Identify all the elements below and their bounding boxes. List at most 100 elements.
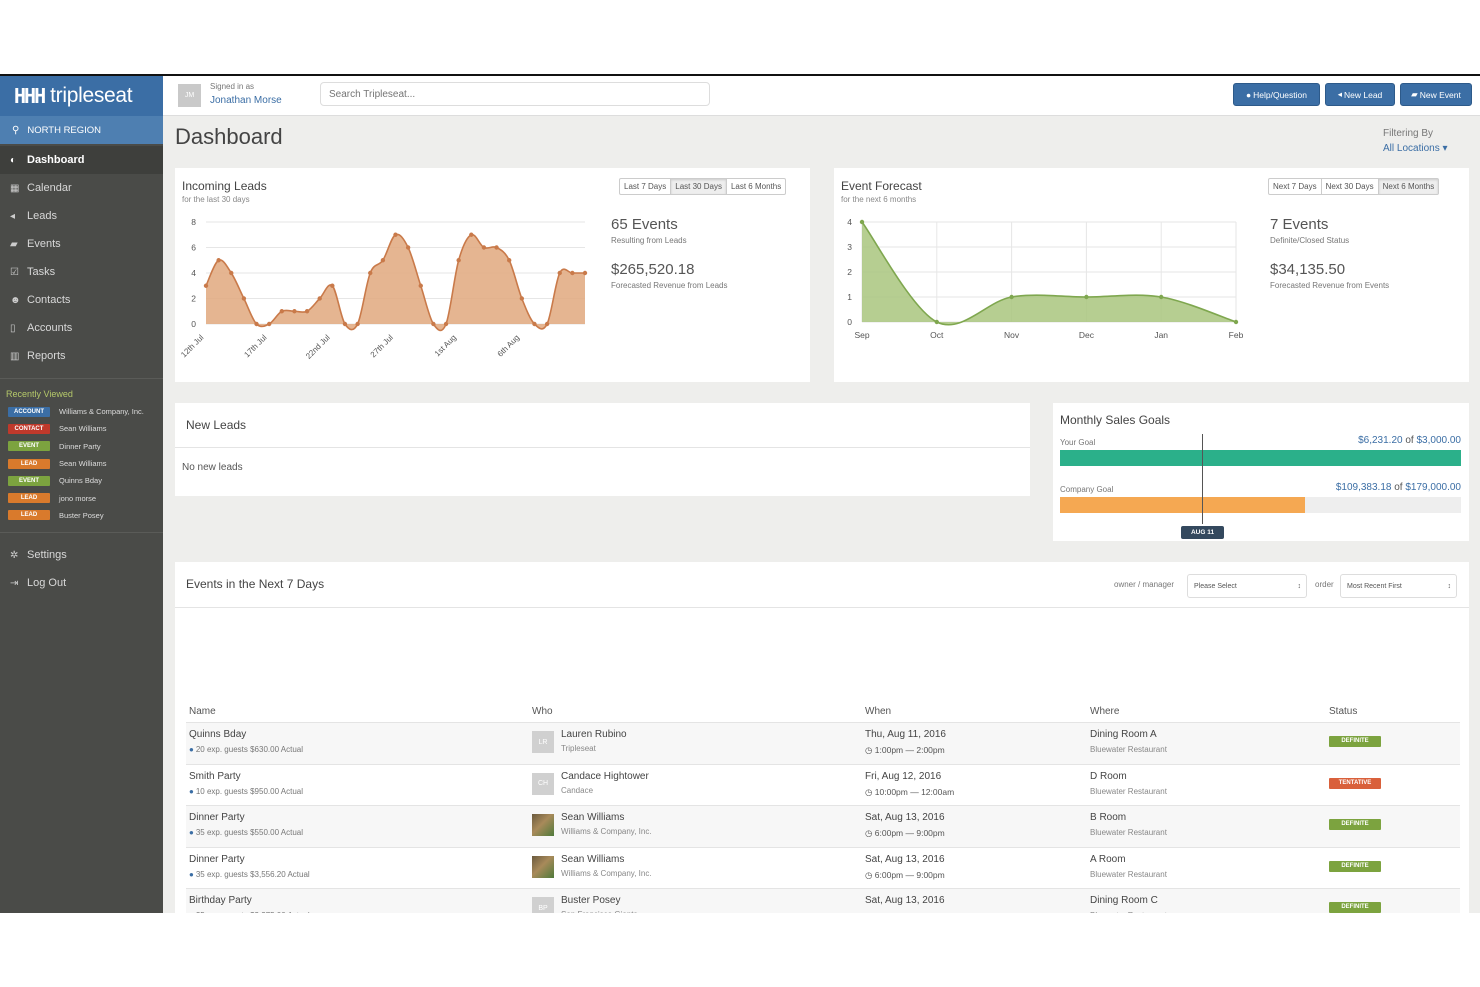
user-name-link[interactable]: Jonathan Morse	[210, 95, 282, 106]
data-point[interactable]	[1159, 294, 1164, 300]
range-option[interactable]: Next 6 Months	[1378, 179, 1439, 194]
contact-name-link[interactable]: Buster Posey	[561, 895, 621, 906]
event-name-link[interactable]: Birthday Party	[189, 895, 252, 906]
data-point[interactable]	[418, 283, 423, 288]
data-point[interactable]	[532, 321, 537, 327]
recent-item[interactable]: LEAD jono morse	[0, 489, 163, 506]
event-name-link[interactable]: Dinner Party	[189, 812, 245, 823]
range-option[interactable]: Last 6 Months	[730, 182, 782, 191]
event-name-link[interactable]: Dinner Party	[189, 853, 245, 865]
sidebar-item-dashboard[interactable]: ◐ Dashboard	[0, 146, 163, 174]
region-selector[interactable]: ⚲ NORTH REGION	[0, 116, 163, 144]
table-row[interactable]: Quinns Bday ● 20 exp. guests $630.00 Actua…	[186, 722, 1460, 764]
sidebar-item-contacts[interactable]: ☻ Contacts	[0, 286, 163, 314]
sidebar-item-calendar[interactable]: ▦ Calendar	[0, 174, 163, 202]
data-point[interactable]	[216, 258, 221, 263]
recent-item[interactable]: LEAD Buster Posey	[0, 507, 163, 524]
event-name-link[interactable]: Quinns Bday	[189, 729, 247, 740]
brand-logo[interactable]: HHH tripleseat	[0, 76, 163, 116]
data-point[interactable]	[229, 270, 234, 276]
x-tick-label: Nov	[1004, 330, 1020, 340]
data-point[interactable]	[1009, 294, 1014, 300]
owner-manager-select[interactable]: Please Select ↕	[1187, 574, 1307, 598]
data-point[interactable]	[1233, 319, 1239, 325]
range-option[interactable]: Next 7 Days	[1269, 179, 1322, 194]
data-point[interactable]	[317, 296, 322, 301]
table-row[interactable]: Dinner Party ● 35 exp. guests $550.00 Actu…	[186, 805, 1460, 847]
data-point[interactable]	[519, 296, 525, 301]
recent-item[interactable]: CONTACT Sean Williams	[0, 420, 163, 437]
sidebar-item-log-out[interactable]: ⇥ Log Out	[0, 569, 163, 597]
data-point[interactable]	[203, 283, 209, 288]
recent-item[interactable]: EVENT Dinner Party	[0, 438, 163, 455]
recent-item[interactable]: ACCOUNT Williams & Company, Inc.	[0, 403, 163, 420]
data-point[interactable]	[544, 321, 550, 327]
recent-item[interactable]: LEAD Sean Williams	[0, 455, 163, 472]
new-event-button[interactable]: ▰ New Event	[1400, 83, 1472, 106]
sidebar-item-reports[interactable]: ▥ Reports	[0, 342, 163, 370]
contact-name-link[interactable]: Lauren Rubino	[561, 729, 627, 740]
data-point[interactable]	[355, 321, 360, 327]
data-point[interactable]	[241, 296, 247, 301]
leads-revenue-sub: Forecasted Revenue from Leads	[611, 281, 728, 290]
table-row[interactable]: Dinner Party ● 35 exp. guests $3,556.20 Ac…	[186, 846, 1460, 889]
data-point[interactable]	[494, 245, 499, 250]
order-select[interactable]: Most Recent First ↕	[1340, 574, 1457, 598]
data-point[interactable]	[557, 270, 562, 276]
data-point[interactable]	[431, 321, 436, 327]
status-badge: TENTATIVE	[1329, 777, 1381, 789]
column-header-where[interactable]: Where	[1090, 706, 1120, 717]
data-point[interactable]	[469, 232, 474, 237]
data-point[interactable]	[304, 309, 310, 314]
recent-item-label: jono morse	[59, 493, 97, 503]
table-row[interactable]: Birthday Party ●25 exp. guests $3,275.00 …	[186, 888, 1460, 913]
contact-name-link[interactable]: Sean Williams	[561, 812, 625, 823]
sidebar-item-leads[interactable]: ◂ Leads	[0, 202, 163, 230]
contact-name-link[interactable]: Candace Hightower	[561, 770, 649, 782]
data-point[interactable]	[330, 283, 335, 288]
new-lead-button[interactable]: ◂ New Lead	[1325, 83, 1395, 106]
column-header-who[interactable]: Who	[532, 706, 553, 717]
search-input[interactable]	[320, 82, 710, 106]
data-point[interactable]	[582, 270, 588, 276]
location-filter-dropdown[interactable]: All Locations ▾	[1383, 143, 1448, 154]
data-point[interactable]	[507, 258, 512, 263]
data-point[interactable]	[254, 321, 259, 327]
data-point[interactable]	[934, 319, 939, 325]
column-header-status[interactable]: Status	[1329, 706, 1358, 717]
contact-name-link[interactable]: Sean Williams	[561, 853, 625, 865]
table-row[interactable]: Smith Party ● 10 exp. guests $950.00 Actua…	[186, 763, 1460, 806]
help-question-button[interactable]: ● Help/Question	[1233, 83, 1320, 106]
y-tick-label: 2	[191, 294, 196, 304]
data-point[interactable]	[481, 245, 487, 250]
data-point[interactable]	[380, 258, 386, 263]
column-header-name[interactable]: Name	[189, 706, 216, 717]
sidebar-item-tasks[interactable]: ☑ Tasks	[0, 258, 163, 286]
data-point[interactable]	[859, 219, 865, 225]
data-point[interactable]	[266, 321, 272, 327]
recent-item[interactable]: EVENT Quinns Bday	[0, 472, 163, 489]
sidebar-item-accounts[interactable]: ▯ Accounts	[0, 314, 163, 342]
data-point[interactable]	[443, 321, 449, 327]
user-avatar[interactable]: JM	[178, 84, 201, 107]
data-point[interactable]	[405, 245, 411, 250]
data-point[interactable]	[368, 270, 373, 276]
data-point[interactable]	[570, 270, 575, 276]
event-name-link[interactable]: Smith Party	[189, 770, 241, 782]
data-point[interactable]	[456, 258, 461, 263]
data-point[interactable]	[342, 321, 348, 327]
event-date: Thu, Aug 11, 2016	[865, 729, 946, 740]
x-tick-label: Sep	[854, 330, 869, 340]
data-point[interactable]	[292, 309, 297, 314]
range-option[interactable]: Last 7 Days	[620, 179, 672, 194]
sidebar-item-events[interactable]: ▰ Events	[0, 230, 163, 258]
column-header-when[interactable]: When	[865, 706, 892, 717]
sidebar-item-settings[interactable]: ✲ Settings	[0, 541, 163, 569]
data-point[interactable]	[393, 232, 398, 237]
data-point[interactable]	[1084, 294, 1089, 300]
range-option[interactable]: Last 30 Days	[671, 179, 727, 194]
range-option[interactable]: Next 30 Days	[1322, 179, 1379, 194]
recent-item-type-badge: ACCOUNT	[8, 406, 50, 417]
contact-avatar: LR	[532, 731, 554, 753]
data-point[interactable]	[279, 309, 284, 314]
